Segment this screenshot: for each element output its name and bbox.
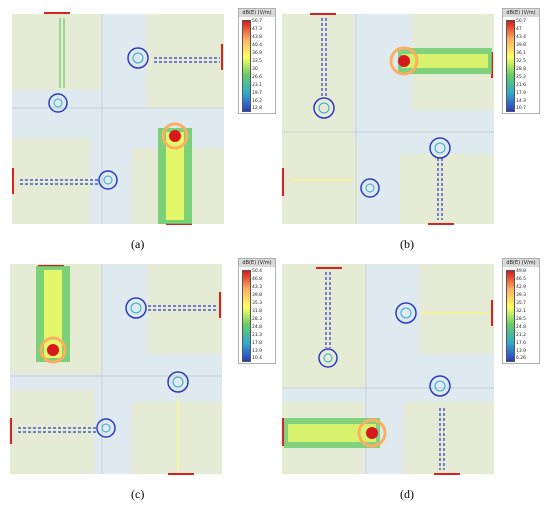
legend-tick: 26.6 xyxy=(252,75,263,80)
legend-tick: 50.4 xyxy=(252,269,263,274)
legend-tick: 47.3 xyxy=(252,27,263,32)
legend-tick: 47 xyxy=(516,27,522,32)
legend-tick: 50.7 xyxy=(252,19,263,24)
field-plot-a xyxy=(12,12,224,225)
caption-a: (a) xyxy=(131,237,145,251)
legend-tick: 17.9 xyxy=(516,91,527,96)
caption-c: (c) xyxy=(131,487,145,501)
legend-tick: 13.9 xyxy=(252,349,263,354)
field-plot-c xyxy=(10,264,222,475)
legend-tick: 21.6 xyxy=(516,83,527,88)
legend-d: dB(E) (V/m) 49.8 46.5 42.9 39.3 35.7 32.… xyxy=(502,258,540,364)
legend-tick: 24.8 xyxy=(516,325,527,330)
legend-tick: 39.8 xyxy=(252,293,263,298)
legend-tick: 39.3 xyxy=(516,293,527,298)
panel-a: dB(E) (V/m) 50.7 47.3 43.8 40.4 36.9 33.… xyxy=(8,8,278,234)
legend-tick: 32.1 xyxy=(516,309,527,314)
legend-title: dB(E) (V/m) xyxy=(503,9,539,17)
legend-title: dB(E) (V/m) xyxy=(239,9,275,17)
legend-tick: 46.5 xyxy=(516,277,527,282)
legend-c: dB(E) (V/m) 50.4 46.8 43.3 39.8 35.3 31.… xyxy=(238,258,276,364)
legend-tick: 49.8 xyxy=(516,269,527,274)
legend-tick: 43.4 xyxy=(516,35,527,40)
legend-tick: 10.4 xyxy=(252,356,263,361)
legend-tick: 28.5 xyxy=(516,317,527,322)
legend-tick: 42.9 xyxy=(516,285,527,290)
legend-tick: 25.2 xyxy=(516,75,527,80)
legend-tick: 24.8 xyxy=(252,325,263,330)
legend-title: dB(E) (V/m) xyxy=(239,259,275,267)
legend-tick: 23.1 xyxy=(252,83,263,88)
panel-b: dB(E) (V/m) 50.7 47 43.4 39.8 36.1 32.5 … xyxy=(280,8,550,234)
legend-tick: 17.6 xyxy=(516,341,527,346)
legend-tick: 50.7 xyxy=(516,19,527,24)
legend-title: dB(E) (V/m) xyxy=(503,259,539,267)
legend-tick: 21.3 xyxy=(252,333,263,338)
legend-tick: 28.3 xyxy=(252,317,263,322)
legend-tick: 19.7 xyxy=(252,91,263,96)
legend-tick: 28.8 xyxy=(516,67,527,72)
legend-tick: 32.5 xyxy=(516,59,527,64)
caption-b: (b) xyxy=(400,237,414,251)
legend-tick: 36.9 xyxy=(252,51,263,56)
color-scale-bar xyxy=(242,270,251,362)
legend-tick: 43.3 xyxy=(252,285,263,290)
legend-tick: 14.3 xyxy=(516,99,527,104)
legend-tick: 46.8 xyxy=(252,277,263,282)
legend-tick: 40.4 xyxy=(252,43,263,48)
field-plot-b xyxy=(282,13,494,225)
legend-a: dB(E) (V/m) 50.7 47.3 43.8 40.4 36.9 33.… xyxy=(238,8,276,114)
legend-tick: 30 xyxy=(252,67,258,72)
legend-tick: 43.8 xyxy=(252,35,263,40)
legend-tick: 31.8 xyxy=(252,309,263,314)
caption-d: (d) xyxy=(400,487,414,501)
legend-tick: 6.26 xyxy=(516,356,527,361)
legend-tick: 10.7 xyxy=(516,106,527,111)
legend-tick: 21.2 xyxy=(516,333,527,338)
legend-tick: 39.8 xyxy=(516,43,527,48)
field-plot-d xyxy=(282,264,494,475)
legend-tick: 36.1 xyxy=(516,51,527,56)
legend-tick: 16.2 xyxy=(252,99,263,104)
color-scale-bar xyxy=(242,20,251,112)
legend-tick: 12.8 xyxy=(252,106,263,111)
legend-tick: 13.9 xyxy=(516,349,527,354)
panel-d: dB(E) (V/m) 49.8 46.5 42.9 39.3 35.7 32.… xyxy=(280,258,550,480)
legend-tick: 35.7 xyxy=(516,301,527,306)
legend-tick: 33.5 xyxy=(252,59,263,64)
legend-tick: 35.3 xyxy=(252,301,263,306)
legend-b: dB(E) (V/m) 50.7 47 43.4 39.8 36.1 32.5 … xyxy=(502,8,540,114)
legend-tick: 17.8 xyxy=(252,341,263,346)
color-scale-bar xyxy=(506,270,515,362)
color-scale-bar xyxy=(506,20,515,112)
panel-c: dB(E) (V/m) 50.4 46.8 43.3 39.8 35.3 31.… xyxy=(8,258,278,480)
